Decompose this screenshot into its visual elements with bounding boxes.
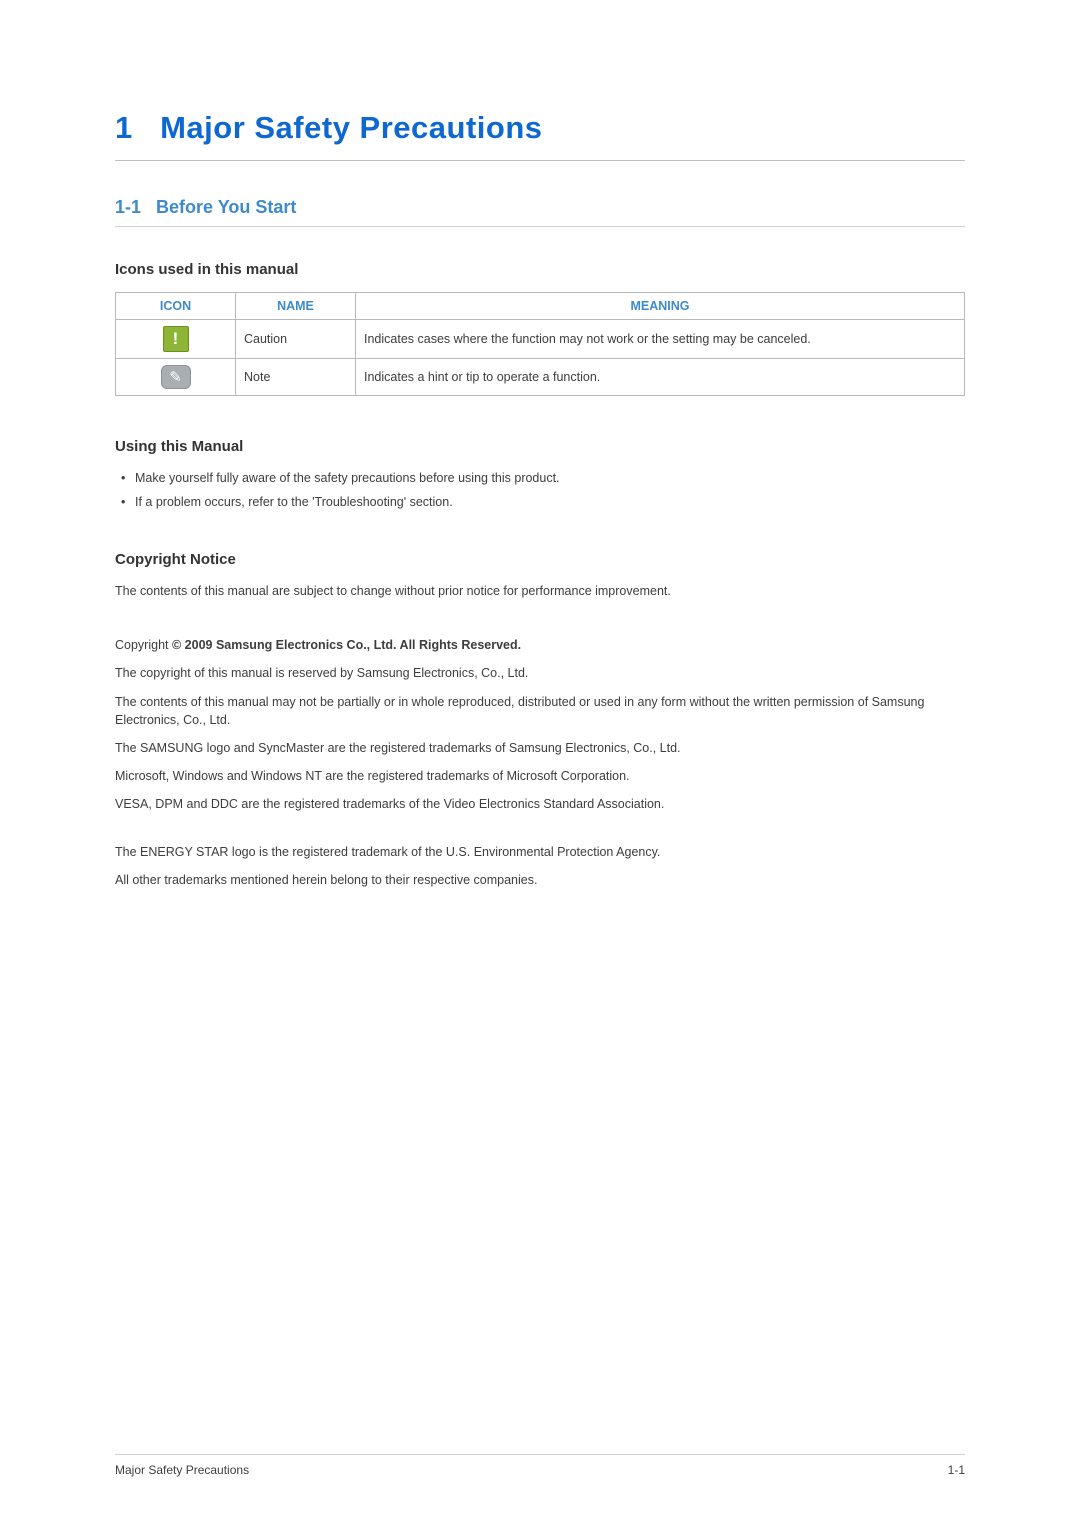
using-manual-heading: Using this Manual: [115, 438, 965, 455]
list-item: Make yourself fully aware of the safety …: [115, 469, 965, 487]
icons-table: ICON NAME MEANING ! Caution Indicates ca…: [115, 292, 965, 396]
caution-icon: !: [163, 326, 189, 352]
caution-icon-cell: !: [116, 320, 236, 359]
using-manual-list: Make yourself fully aware of the safety …: [115, 469, 965, 511]
chapter-number: 1: [115, 110, 133, 145]
icons-heading: Icons used in this manual: [115, 261, 965, 278]
th-icon: ICON: [116, 293, 236, 320]
copyright-para: The contents of this manual may not be p…: [115, 693, 965, 729]
copyright-line: Copyright © 2009 Samsung Electronics Co.…: [115, 638, 965, 652]
list-item: If a problem occurs, refer to the 'Troub…: [115, 493, 965, 511]
chapter-title: 1 Major Safety Precautions: [115, 110, 965, 161]
copyright-para: The copyright of this manual is reserved…: [115, 664, 965, 682]
note-name: Note: [236, 359, 356, 396]
th-name: NAME: [236, 293, 356, 320]
section-number: 1-1: [115, 197, 141, 217]
section-title: 1-1 Before You Start: [115, 197, 965, 227]
copyright-intro: The contents of this manual are subject …: [115, 582, 965, 600]
note-icon: ✎: [161, 365, 191, 389]
copyright-para: VESA, DPM and DDC are the registered tra…: [115, 795, 965, 813]
table-row: ✎ Note Indicates a hint or tip to operat…: [116, 359, 965, 396]
copyright-bold: © 2009 Samsung Electronics Co., Ltd. All…: [172, 638, 521, 652]
spacer: [115, 823, 965, 843]
section-title-text: Before You Start: [156, 197, 296, 217]
caution-name: Caution: [236, 320, 356, 359]
caution-meaning: Indicates cases where the function may n…: [356, 320, 965, 359]
footer-right: 1-1: [948, 1463, 965, 1477]
copyright-para: The ENERGY STAR logo is the registered t…: [115, 843, 965, 861]
copyright-para: The SAMSUNG logo and SyncMaster are the …: [115, 739, 965, 757]
chapter-title-text: Major Safety Precautions: [160, 110, 542, 145]
table-row: ! Caution Indicates cases where the func…: [116, 320, 965, 359]
copyright-para: All other trademarks mentioned herein be…: [115, 871, 965, 889]
copyright-heading: Copyright Notice: [115, 551, 965, 568]
th-meaning: MEANING: [356, 293, 965, 320]
page-footer: Major Safety Precautions 1-1: [115, 1454, 965, 1477]
table-header-row: ICON NAME MEANING: [116, 293, 965, 320]
copyright-prefix: Copyright: [115, 638, 172, 652]
note-meaning: Indicates a hint or tip to operate a fun…: [356, 359, 965, 396]
footer-left: Major Safety Precautions: [115, 1463, 249, 1477]
copyright-para: Microsoft, Windows and Windows NT are th…: [115, 767, 965, 785]
note-icon-cell: ✎: [116, 359, 236, 396]
